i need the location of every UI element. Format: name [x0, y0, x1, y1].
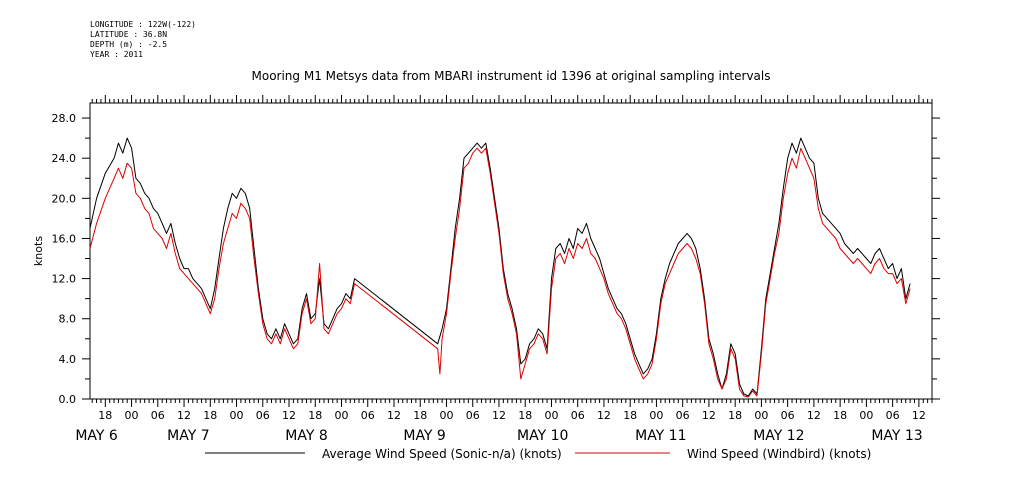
x-tick-label: 06	[466, 409, 480, 422]
x-tick-label: 18	[518, 409, 532, 422]
x-tick-label: 12	[387, 409, 401, 422]
x-tick-label: 18	[728, 409, 742, 422]
x-tick-label: 06	[676, 409, 690, 422]
chart-title: Mooring M1 Metsys data from MBARI instru…	[252, 69, 771, 83]
series-line-1	[89, 137, 911, 397]
series-layer	[89, 137, 911, 398]
x-date-label: MAY 9	[403, 428, 445, 444]
meta-depth: DEPTH (m) : -2.5	[90, 40, 168, 49]
x-tick-label: 00	[230, 409, 244, 422]
x-date-label: MAY 7	[167, 428, 209, 444]
y-tick-label: 16.0	[52, 232, 77, 245]
y-tick-label: 0.0	[59, 393, 77, 406]
x-tick-label: 06	[151, 409, 165, 422]
x-tick-label: 12	[282, 409, 296, 422]
meta-year: YEAR : 2011	[90, 50, 143, 59]
x-tick-label: 18	[203, 409, 217, 422]
x-tick-label: 18	[833, 409, 847, 422]
x-tick-label: 00	[754, 409, 768, 422]
y-tick-label: 4.0	[59, 353, 77, 366]
legend: Average Wind Speed (Sonic-n/a) (knots) Wi…	[205, 447, 871, 461]
legend-label-1: Average Wind Speed (Sonic-n/a) (knots)	[322, 447, 562, 461]
x-date-label: MAY 12	[753, 428, 804, 444]
y-tick-label: 8.0	[59, 313, 77, 326]
x-tick-label: 12	[177, 409, 191, 422]
meta-latitude: LATITUDE : 36.8N	[90, 30, 168, 39]
x-tick-label: 12	[912, 409, 926, 422]
y-axis-label: knots	[32, 236, 45, 266]
plot-border	[89, 102, 933, 400]
y-tick-label: 20.0	[52, 192, 77, 205]
x-tick-label: 00	[125, 409, 139, 422]
x-tick-label: 06	[256, 409, 270, 422]
x-tick-label: 06	[886, 409, 900, 422]
x-tick-label: 18	[308, 409, 322, 422]
x-tick-label: 00	[649, 409, 663, 422]
x-tick-label: 00	[544, 409, 558, 422]
x-tick-label: 12	[492, 409, 506, 422]
x-tick-label: 00	[439, 409, 453, 422]
x-date-label: MAY 11	[635, 428, 686, 444]
x-tick-label: 18	[98, 409, 112, 422]
x-tick-label: 06	[781, 409, 795, 422]
station-metadata: LONGITUDE : 122W(-122) LATITUDE : 36.8N …	[90, 20, 196, 60]
plot-frame: 0.0 4.0 8.0 12.0 16.0 20.0 24.0 28.0 18 00 06 12 18 0…	[52, 95, 940, 444]
x-tick-label: 06	[361, 409, 375, 422]
x-date-label: MAY 10	[517, 428, 568, 444]
x-tick-label: 06	[571, 409, 585, 422]
x-tick-label: 18	[413, 409, 427, 422]
legend-label-2: Wind Speed (Windbird) (knots)	[687, 447, 871, 461]
x-tick-label: 12	[807, 409, 821, 422]
y-tick-label: 28.0	[52, 112, 77, 125]
x-tick-label: 00	[859, 409, 873, 422]
x-tick-label: 12	[597, 409, 611, 422]
y-tick-label: 12.0	[52, 273, 77, 286]
x-date-label: MAY 8	[285, 428, 327, 444]
series-line-2	[89, 147, 911, 398]
x-tick-label: 12	[702, 409, 716, 422]
meta-longitude: LONGITUDE : 122W(-122)	[90, 20, 196, 29]
x-tick-label: 18	[623, 409, 637, 422]
x-tick-label: 00	[335, 409, 349, 422]
x-date-label: MAY 13	[871, 428, 922, 444]
x-date-label: MAY 6	[75, 428, 118, 444]
y-tick-label: 24.0	[52, 152, 77, 165]
